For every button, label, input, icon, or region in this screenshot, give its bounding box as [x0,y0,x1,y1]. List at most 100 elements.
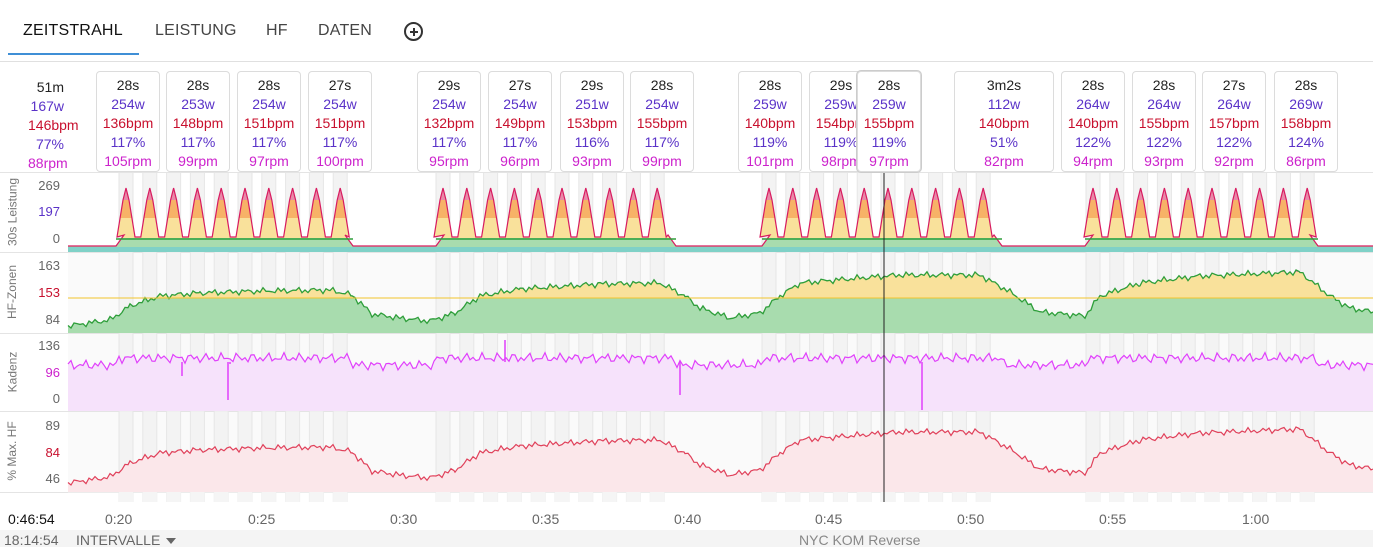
cursor-time: 0:46:54 [8,511,55,527]
interval-card[interactable]: 28s 259w 140bpm 119% 101rpm [738,71,802,172]
interval-percent: 117% [322,134,358,150]
interval-watts: 112w [987,96,1021,112]
y-tick-label: 84 [45,445,60,460]
interval-band-foot [333,492,348,502]
interval-card[interactable]: 28s 253w 148bpm 117% 99rpm [166,71,230,172]
interval-watts: 251w [575,96,609,112]
interval-bpm: 151bpm [314,115,366,131]
y-tick-label: 96 [45,365,60,380]
hr-line [67,269,1373,329]
y-tick-label: 46 [45,471,60,486]
interval-duration: 29s [580,77,604,93]
interval-band-foot [809,492,824,502]
interval-band [1205,173,1219,502]
interval-bpm: 136bpm [102,115,154,131]
interval-band [459,173,474,502]
interval-band-foot [626,492,641,502]
interval-card[interactable]: 3m2s 112w 140bpm 51% 82rpm [954,71,1054,172]
interval-duration: 28s [257,77,281,93]
interval-card[interactable]: 28s 269w 158bpm 124% 86rpm [1274,71,1338,172]
interval-rpm: 101rpm [746,153,794,169]
interval-band [857,173,872,502]
interval-card[interactable]: 27s 264w 157bpm 122% 92rpm [1202,71,1266,172]
interval-band [285,173,300,502]
interval-card[interactable]: 28s 254w 155bpm 117% 99rpm [630,71,694,172]
active-tab-indicator [8,53,139,55]
interval-rpm: 97rpm [249,153,289,169]
interval-card[interactable]: 28s 254w 151bpm 117% 97rpm [237,71,301,172]
interval-band [309,173,324,502]
interval-percent: 122% [1146,134,1182,150]
interval-band-foot [238,492,252,502]
tab-hf[interactable]: HF [266,22,288,39]
interval-duration: 28s [877,77,901,93]
add-tab-icon[interactable] [404,22,423,41]
interval-watts: 259w [753,96,787,112]
interval-rpm: 92rpm [1214,153,1254,169]
interval-band-foot [261,492,276,502]
interval-rpm: 94rpm [1073,153,1113,169]
interval-bpm: 155bpm [863,115,915,131]
interval-duration: 28s [758,77,782,93]
tab-leistung[interactable]: LEISTUNG [155,22,237,39]
interval-band-foot [602,492,617,502]
interval-duration: 28s [1152,77,1176,93]
x-tick-label: 0:40 [674,511,702,527]
intervals-dropdown[interactable]: INTERVALLE [76,532,177,548]
interval-band-foot [555,492,569,502]
interval-band [166,173,181,502]
interval-duration: 27s [508,77,532,93]
interval-bpm: 140bpm [1067,115,1119,131]
interval-rpm: 99rpm [178,153,218,169]
x-tick-label: 0:55 [1099,511,1127,527]
interval-duration: 27s [1222,77,1246,93]
interval-bpm: 148bpm [172,115,224,131]
interval-band-foot [166,492,181,502]
interval-card[interactable]: 27s 254w 151bpm 117% 100rpm [308,71,372,172]
interval-bpm: 132bpm [423,115,475,131]
interval-band-foot [976,492,991,502]
cadence-line [67,351,1373,372]
interval-duration: 3m2s [986,77,1022,93]
interval-band [928,173,943,502]
interval-watts: 254w [252,96,286,112]
interval-bpm: 155bpm [1138,115,1190,131]
interval-card[interactable]: 27s 254w 149bpm 117% 96rpm [488,71,552,172]
interval-band [1109,173,1124,502]
interval-card[interactable]: 28s 259w 155bpm 119% 97rpm [857,71,921,172]
interval-band [626,173,641,502]
interval-band-foot [1300,492,1315,502]
interval-card[interactable]: 28s 254w 136bpm 117% 105rpm [96,71,160,172]
interval-watts: 259w [824,96,858,112]
interval-band [1181,173,1196,502]
interval-band-foot [578,492,593,502]
interval-card[interactable]: 28s 264w 140bpm 122% 94rpm [1061,71,1125,172]
interval-band [976,173,991,502]
tab-daten[interactable]: DATEN [318,22,373,39]
interval-card[interactable]: 29s 254w 132bpm 117% 95rpm [417,71,481,172]
interval-band [952,173,967,502]
interval-watts: 264w [1147,96,1181,112]
interval-card[interactable]: 29s 251w 153bpm 116% 93rpm [560,71,624,172]
bottom-strip [0,530,1373,547]
x-tick-label: 0:20 [105,511,133,527]
interval-card[interactable]: 28s 264w 155bpm 122% 93rpm [1132,71,1196,172]
power-line [68,187,1373,247]
interval-band-foot [1157,492,1172,502]
interval-band [261,173,276,502]
interval-band [214,173,229,502]
x-tick-label: 0:50 [957,511,985,527]
x-tick-label: 0:45 [815,511,843,527]
interval-percent: 116% [574,134,610,150]
caret-down-icon [166,538,177,545]
interval-band [142,173,157,502]
interval-bpm: 140bpm [744,115,796,131]
interval-band [809,173,824,502]
interval-rpm: 96rpm [500,153,540,169]
interval-band [436,173,450,502]
interval-rpm: 97rpm [869,153,909,169]
tab-zeitstrahl[interactable]: ZEITSTRAHL [23,22,123,39]
interval-band [904,173,919,502]
y-tick-label: 89 [45,418,60,433]
